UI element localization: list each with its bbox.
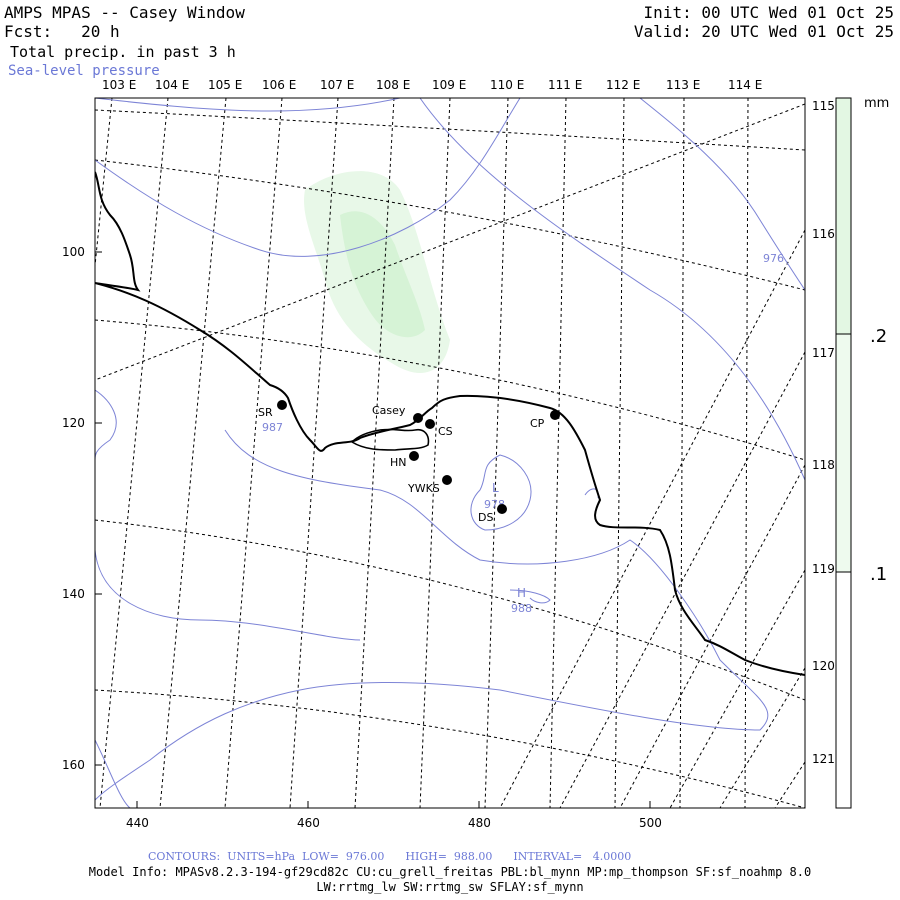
station-marker-casey bbox=[413, 413, 423, 423]
model-info: Model Info: MPASv8.2.3-194-gf29cd82c CU:… bbox=[88, 865, 812, 879]
colorbar-label: .2 bbox=[870, 326, 887, 347]
x-tick-label: 500 bbox=[639, 816, 662, 830]
lon-label: 107 E bbox=[320, 78, 354, 92]
colorbar-label: .1 bbox=[870, 564, 887, 585]
lon-label: 114 E bbox=[728, 78, 762, 92]
low-pressure-label: L bbox=[492, 481, 499, 495]
y-tick-label: 100 bbox=[62, 245, 85, 259]
contour-label: 976 bbox=[763, 252, 784, 265]
pressure-contours bbox=[95, 98, 805, 808]
colorbar: mm .2 .1 bbox=[835, 96, 889, 809]
overlay-name: Sea-level pressure bbox=[8, 63, 160, 79]
x-tick-label: 440 bbox=[126, 816, 149, 830]
station-marker-cp bbox=[550, 410, 560, 420]
station-marker-hn bbox=[409, 451, 419, 461]
longitude-lines bbox=[95, 98, 805, 808]
lon-label: 111 E bbox=[548, 78, 582, 92]
high-pressure-label: H bbox=[517, 586, 526, 600]
contour-label: 988 bbox=[511, 602, 532, 615]
colorbar-unit: mm bbox=[864, 96, 889, 111]
lon-label: 104 E bbox=[155, 78, 189, 92]
station-marker-cs bbox=[425, 419, 435, 429]
stations: SR Casey CS CP HN YWKS DS bbox=[258, 400, 560, 524]
contour-info: CONTOURS: UNITS=hPa LOW= 976.00 HIGH= 98… bbox=[148, 850, 632, 863]
valid-time: Valid: 20 UTC Wed 01 Oct 25 bbox=[633, 22, 894, 41]
colorbar-segment-mid bbox=[835, 333, 852, 573]
lon-label: 108 E bbox=[376, 78, 410, 92]
plot-title: AMPS MPAS -- Casey Window bbox=[4, 3, 245, 22]
station-marker-ds bbox=[497, 504, 507, 514]
y-tick-label: 140 bbox=[62, 587, 85, 601]
coastline bbox=[95, 171, 805, 676]
axis-tick-labels: 440 460 480 500 100 120 140 160 bbox=[62, 245, 662, 830]
lon-label: 103 E bbox=[102, 78, 136, 92]
lon-label: 105 E bbox=[208, 78, 242, 92]
lon-label: 106 E bbox=[262, 78, 296, 92]
colorbar-segment-low bbox=[835, 571, 852, 809]
init-time: Init: 00 UTC Wed 01 Oct 25 bbox=[643, 3, 894, 22]
coastline-inner bbox=[350, 428, 430, 451]
lon-label: 112 E bbox=[606, 78, 640, 92]
lon-label: 110 E bbox=[490, 78, 524, 92]
station-label-casey: Casey bbox=[372, 404, 406, 417]
station-label-cs: CS bbox=[438, 425, 453, 438]
axis-ticks bbox=[95, 251, 651, 808]
station-label-ywks: YWKS bbox=[407, 482, 440, 495]
top-longitude-labels: 103 E 104 E 105 E 106 E 107 E 108 E 109 … bbox=[102, 78, 762, 92]
station-marker-ywks bbox=[442, 475, 452, 485]
station-label-cp: CP bbox=[530, 417, 545, 430]
forecast-hour: Fcst: 20 h bbox=[4, 22, 120, 41]
station-label-ds: DS bbox=[478, 511, 493, 524]
colorbar-segment-high bbox=[835, 97, 852, 335]
station-label-sr: SR bbox=[258, 406, 273, 419]
x-tick-label: 480 bbox=[468, 816, 491, 830]
plot-frame bbox=[94, 97, 806, 809]
model-info-physics: LW:rrtmg_lw SW:rrtmg_sw SFLAY:sf_mynn bbox=[316, 880, 584, 894]
station-marker-sr bbox=[277, 400, 287, 410]
map-area bbox=[95, 98, 805, 808]
contour-labels: 976 987 978 988 L H bbox=[262, 252, 784, 615]
latitude-lines bbox=[95, 109, 805, 808]
x-tick-label: 460 bbox=[297, 816, 320, 830]
y-tick-label: 160 bbox=[62, 758, 85, 772]
y-tick-label: 120 bbox=[62, 416, 85, 430]
field-name: Total precip. in past 3 h bbox=[10, 43, 236, 61]
station-label-hn: HN bbox=[390, 456, 407, 469]
precip-mid bbox=[340, 211, 425, 338]
lon-label: 113 E bbox=[666, 78, 700, 92]
lon-label: 109 E bbox=[432, 78, 466, 92]
contour-label: 987 bbox=[262, 421, 283, 434]
